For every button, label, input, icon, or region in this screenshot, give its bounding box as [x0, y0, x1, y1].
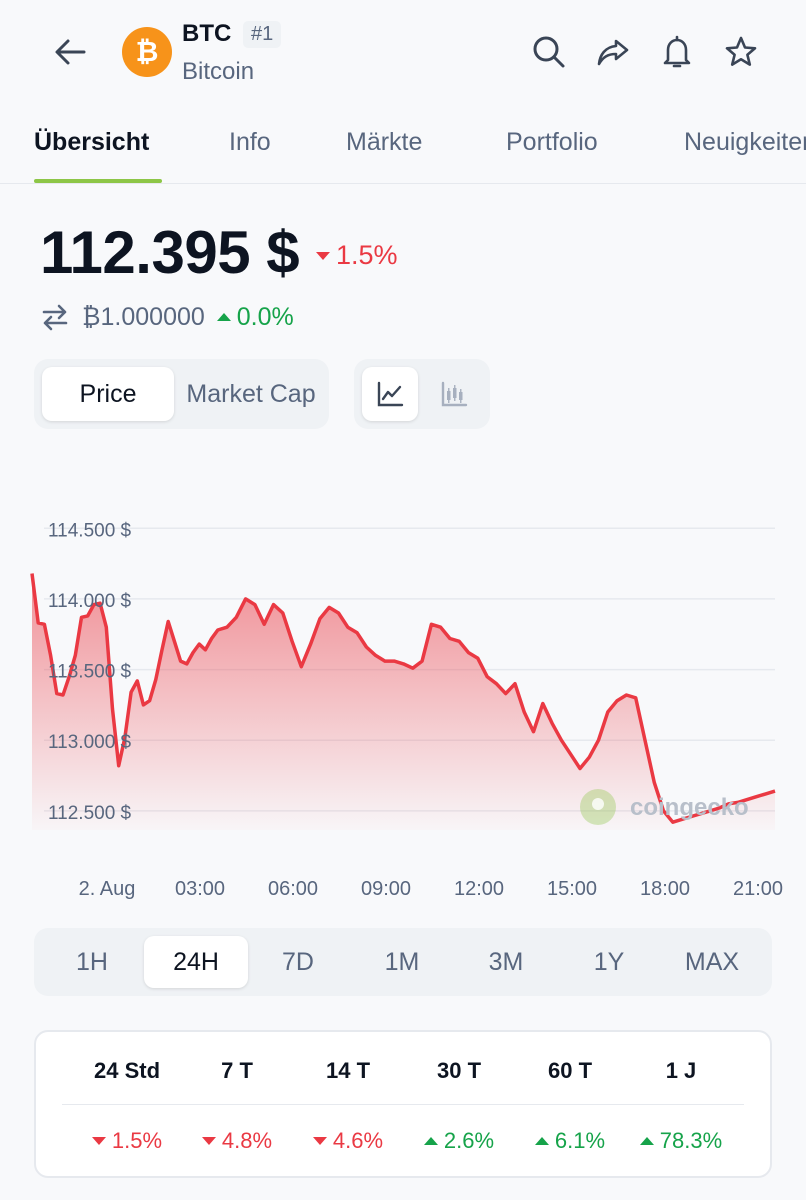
down-triangle-icon	[201, 1137, 216, 1145]
range-max-button[interactable]: MAX	[684, 948, 740, 976]
y-tick-label: 113.500 $	[48, 662, 132, 683]
x-tick-label: 03:00	[175, 878, 225, 900]
y-tick-label: 114.000 $	[48, 591, 132, 612]
chart-metric-toggle: Price Market Cap	[34, 359, 329, 429]
range-7d-button[interactable]: 7D	[282, 948, 314, 976]
tab-overview[interactable]: Übersicht	[34, 128, 150, 156]
bell-icon	[663, 35, 691, 68]
share-button[interactable]	[591, 30, 635, 74]
search-button[interactable]	[527, 30, 571, 74]
up-triangle-icon	[639, 1137, 654, 1145]
chart-style-toggle	[354, 359, 490, 429]
btc-value: ₿1.000000	[82, 302, 205, 331]
watchlist-button[interactable]	[719, 30, 763, 74]
coin-name: Bitcoin	[182, 58, 255, 85]
tab-info[interactable]: Info	[229, 128, 271, 156]
range-1h-button[interactable]: 1H	[76, 948, 108, 976]
rank-badge: #1	[243, 21, 282, 48]
up-triangle-icon	[423, 1137, 438, 1145]
tab-markets[interactable]: Märkte	[346, 128, 423, 156]
perf-header-24h: 24 Std	[93, 1058, 161, 1083]
swap-arrows-icon[interactable]	[40, 302, 70, 332]
up-triangle-icon	[216, 313, 231, 321]
back-arrow-icon	[55, 39, 86, 65]
x-tick-label: 2. Aug	[79, 878, 136, 900]
perf-header-1y: 1 J	[665, 1058, 697, 1083]
down-triangle-icon	[312, 1137, 327, 1145]
btc-change-value: 0.0%	[236, 302, 294, 331]
coin-tabs: Übersicht Info Märkte Portfolio Neuigkei…	[0, 110, 806, 184]
line-chart-icon	[377, 381, 404, 407]
share-icon	[597, 39, 629, 66]
x-tick-label: 06:00	[268, 878, 318, 900]
coin-header: ₿ BTC #1 Bitcoin	[0, 0, 806, 110]
price-chart[interactable]: 114.500 $ 114.000 $ 113.500 $ 113.000 $ 112.…	[0, 480, 806, 910]
down-triangle-icon	[91, 1137, 106, 1145]
market-cap-toggle-button[interactable]: Market Cap	[186, 380, 316, 408]
perf-value-30d: 2.6%	[404, 1128, 514, 1154]
btc-change: 0.0%	[216, 302, 294, 332]
x-tick-label: 18:00	[640, 878, 690, 900]
range-1y-button[interactable]: 1Y	[593, 948, 625, 976]
perf-value-text: 4.6%	[332, 1128, 384, 1153]
perf-value-60d: 6.1%	[515, 1128, 625, 1154]
perf-header-30d: 30 T	[436, 1058, 482, 1083]
perf-header-7d: 7 T	[221, 1058, 253, 1083]
back-button[interactable]	[44, 26, 96, 78]
price-line[interactable]	[30, 573, 776, 824]
range-3m-button[interactable]: 3M	[488, 948, 524, 976]
range-24h-button[interactable]: 24H	[144, 936, 248, 988]
performance-table: 24 Std 7 T 14 T 30 T 60 T 1 J 1.5% 4.8% …	[34, 1030, 772, 1178]
down-triangle-icon	[316, 251, 330, 260]
candlestick-chart-button[interactable]	[426, 367, 482, 421]
perf-header-60d: 60 T	[547, 1058, 593, 1083]
y-tick-label: 114.500 $	[48, 520, 132, 541]
perf-header-14d: 14 T	[325, 1058, 371, 1083]
coin-symbol: BTC	[182, 20, 232, 47]
star-icon	[725, 36, 757, 66]
price-change: 1.5%	[316, 240, 398, 271]
perf-value-1y: 78.3%	[626, 1128, 736, 1154]
alert-button[interactable]	[655, 30, 699, 74]
price-chart-svg[interactable]: 114.500 $ 114.000 $ 113.500 $ 113.000 $ 112.…	[0, 480, 806, 910]
y-tick-label: 113.000 $	[48, 732, 132, 753]
price-toggle-button[interactable]: Price	[42, 367, 174, 421]
x-tick-label: 09:00	[361, 878, 411, 900]
perf-value-7d: 4.8%	[182, 1128, 292, 1154]
btc-conversion-row: ₿1.000000 0.0%	[40, 300, 294, 334]
coingecko-watermark: coingecko	[580, 789, 749, 825]
perf-value-24h: 1.5%	[72, 1128, 182, 1154]
range-1m-button[interactable]: 1M	[384, 948, 420, 976]
x-tick-label: 21:00	[733, 878, 783, 900]
tab-portfolio[interactable]: Portfolio	[506, 128, 598, 156]
perf-value-14d: 4.6%	[293, 1128, 403, 1154]
active-tab-indicator	[34, 179, 162, 183]
perf-value-text: 1.5%	[111, 1128, 163, 1153]
price-area-fill	[32, 573, 775, 830]
perf-value-text: 4.8%	[221, 1128, 273, 1153]
current-price: 112.395 $	[40, 219, 300, 286]
y-tick-label: 112.500 $	[48, 803, 132, 824]
x-tick-label: 15:00	[547, 878, 597, 900]
svg-text:₿: ₿	[136, 35, 159, 68]
watermark-text: coingecko	[630, 794, 749, 821]
tab-news[interactable]: Neuigkeiten	[684, 128, 806, 156]
search-icon	[533, 36, 565, 68]
candlestick-icon	[441, 381, 468, 407]
line-chart-button[interactable]	[362, 367, 418, 421]
perf-value-text: 2.6%	[443, 1128, 495, 1153]
perf-divider	[62, 1104, 744, 1105]
up-triangle-icon	[534, 1137, 549, 1145]
bitcoin-logo-icon: ₿	[122, 27, 172, 77]
perf-value-text: 6.1%	[554, 1128, 606, 1153]
price-change-value: 1.5%	[336, 240, 398, 270]
perf-value-text: 78.3%	[659, 1128, 723, 1153]
x-tick-label: 12:00	[454, 878, 504, 900]
time-range-selector: 1H 24H 7D 1M 3M 1Y MAX	[34, 928, 772, 996]
